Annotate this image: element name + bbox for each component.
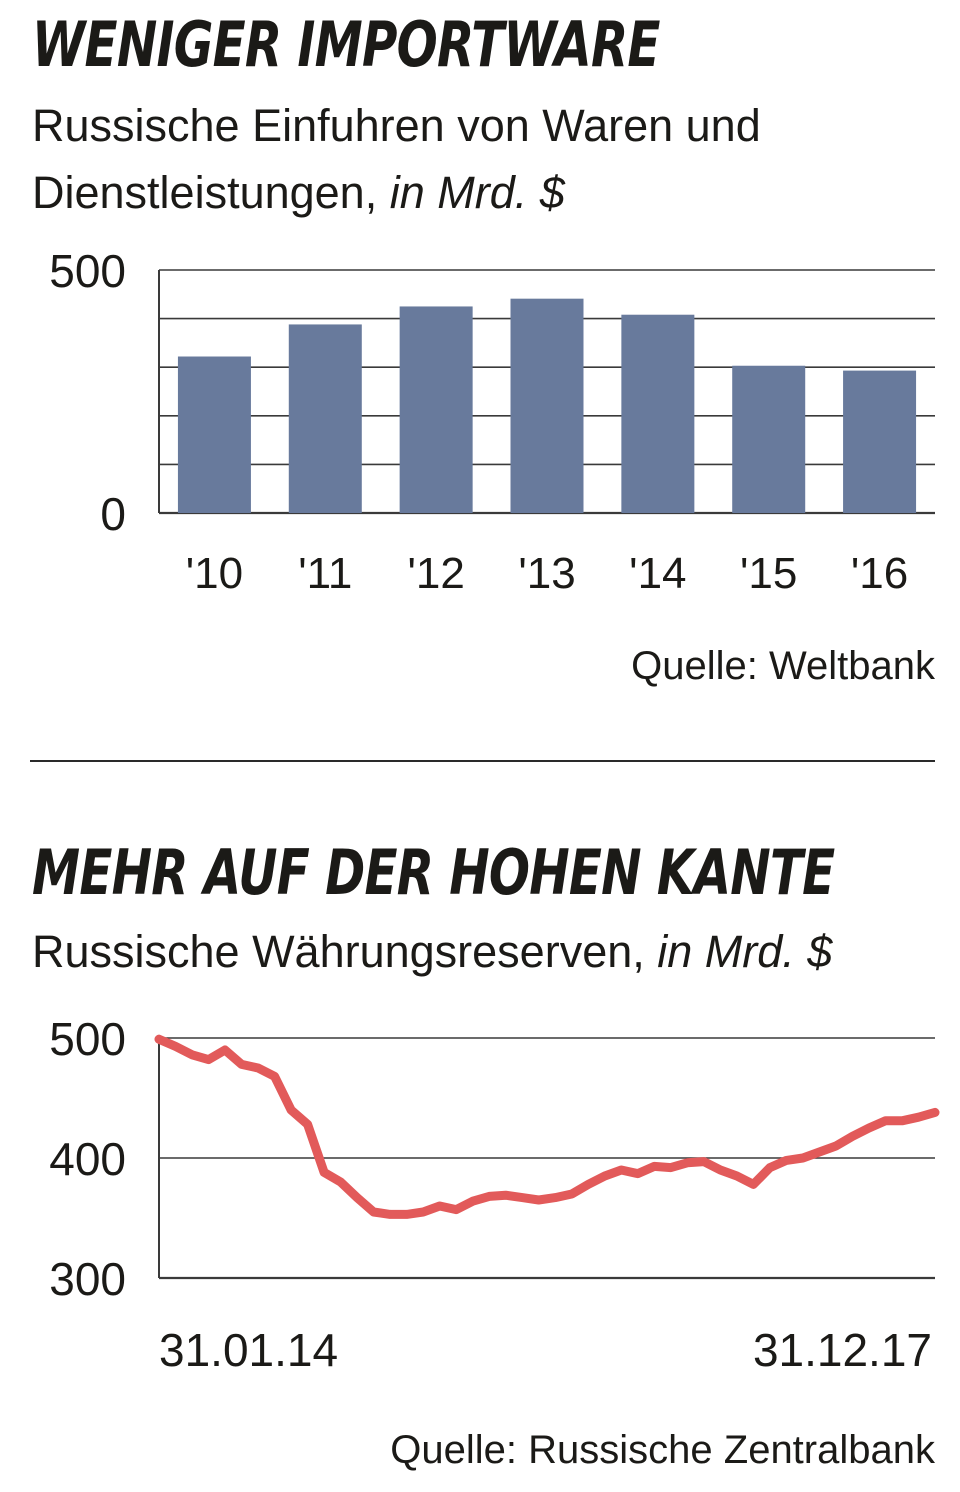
x-tick-label: '13: [518, 549, 575, 598]
x-tick-label: '16: [851, 549, 908, 598]
x-tick-label: '12: [407, 549, 464, 598]
chart1-title: WENIGER IMPORTWARE: [32, 8, 660, 81]
bar: [621, 314, 695, 513]
section-divider: [30, 760, 935, 762]
bar: [399, 306, 473, 513]
y-tick-label: 400: [49, 1133, 126, 1185]
y-tick-label: 500: [49, 1013, 126, 1065]
bar: [177, 356, 251, 513]
bar: [288, 324, 362, 513]
chart1-subtitle: Russische Einfuhren von Waren und Dienst…: [32, 92, 932, 226]
x-tick-label: '11: [298, 549, 352, 598]
chart2-unit: in Mrd. $: [657, 926, 833, 977]
chart2-title: MEHR AUF DER HOHEN KANTE: [32, 836, 835, 909]
chart1-unit: in Mrd. $: [389, 167, 565, 218]
y-tick-label: 300: [49, 1253, 126, 1305]
bar-chart: 0 500 '10 '11 '12 '13 '14 '15 '16: [49, 245, 935, 598]
series-line: [154, 1034, 940, 1219]
chart1-source: Quelle: Weltbank: [631, 644, 935, 688]
line-chart: 300 400 500 31.01.14 31.12.17: [49, 1013, 940, 1376]
x-tick-label: '14: [629, 549, 686, 598]
x-tick-label: '10: [186, 549, 243, 598]
bar: [510, 298, 584, 513]
chart1-subtitle-text: Russische Einfuhren von Waren und Dienst…: [32, 100, 761, 218]
chart2-source: Quelle: Russische Zentralbank: [390, 1428, 935, 1472]
bar: [732, 365, 806, 513]
x-end-label: 31.12.17: [753, 1324, 932, 1376]
bar: [843, 370, 917, 513]
chart2-subtitle-text: Russische Währungsreserven,: [32, 926, 645, 977]
chart2-subtitle: Russische Währungsreserven, in Mrd. $: [32, 918, 952, 985]
x-tick-label: '15: [740, 549, 797, 598]
x-start-label: 31.01.14: [159, 1324, 338, 1376]
y-tick-label: 0: [100, 488, 126, 540]
y-tick-label: 500: [49, 245, 126, 297]
